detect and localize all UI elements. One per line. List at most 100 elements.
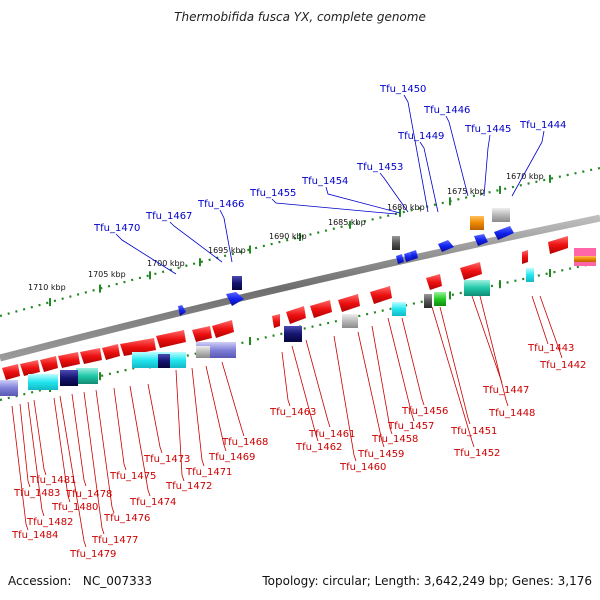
leader-line (115, 233, 177, 275)
reverse-gene-box[interactable] (76, 368, 98, 384)
reverse-gene-arrow[interactable] (338, 294, 360, 312)
leader-line (439, 306, 471, 425)
reverse-gene-box[interactable] (284, 326, 302, 342)
gene-label[interactable]: Tfu_1463 (269, 407, 316, 418)
leader-line (147, 383, 163, 454)
gene-label[interactable]: Tfu_1459 (357, 449, 404, 460)
gene-label[interactable]: Tfu_1476 (103, 513, 150, 524)
gene-label[interactable]: Tfu_1478 (65, 489, 112, 500)
gene-label[interactable]: Tfu_1468 (221, 437, 268, 448)
forward-gene-arrow[interactable] (178, 305, 186, 316)
gene-label[interactable]: Tfu_1455 (249, 188, 296, 199)
gene-label[interactable]: Tfu_1474 (129, 497, 176, 508)
forward-gene-box[interactable] (392, 236, 400, 250)
reverse-gene-box[interactable] (424, 294, 432, 308)
gene-label[interactable]: Tfu_1461 (308, 429, 355, 440)
gene-label[interactable]: Tfu_1444 (519, 120, 566, 131)
gene-label[interactable]: Tfu_1479 (69, 549, 116, 560)
gene-label[interactable]: Tfu_1482 (26, 517, 73, 528)
reverse-gene-arrow[interactable] (522, 250, 528, 264)
reverse-gene-box[interactable] (526, 268, 534, 282)
reverse-gene-arrow[interactable] (460, 262, 482, 280)
reverse-gene-arrow[interactable] (2, 364, 20, 380)
reverse-gene-arrow[interactable] (58, 352, 80, 368)
gene-label[interactable]: Tfu_1469 (208, 452, 255, 463)
gene-label[interactable]: Tfu_1481 (29, 475, 76, 486)
forward-gene-box[interactable] (232, 276, 242, 290)
gene-label[interactable]: Tfu_1460 (339, 462, 386, 473)
gene-label[interactable]: Tfu_1450 (379, 84, 426, 95)
forward-gene-box[interactable] (492, 208, 510, 222)
reverse-gene-box[interactable] (158, 354, 170, 368)
gene-label[interactable]: Tfu_1484 (11, 530, 58, 541)
reverse-gene-box[interactable] (196, 346, 210, 358)
gene-label[interactable]: Tfu_1448 (488, 408, 535, 419)
leader-line (175, 369, 185, 482)
reverse-gene-arrow[interactable] (272, 314, 280, 328)
forward-gene-box[interactable] (470, 216, 484, 230)
leader-line (281, 351, 291, 407)
gene-label[interactable]: Tfu_1453 (356, 162, 403, 173)
reverse-gene-box[interactable] (434, 292, 446, 306)
forward-gene-arrow[interactable] (410, 250, 418, 260)
reverse-gene-arrow[interactable] (20, 360, 40, 376)
reverse-gene-box[interactable] (392, 302, 406, 316)
gene-label[interactable]: Tfu_1471 (185, 467, 232, 478)
gene-label[interactable]: Tfu_1480 (51, 502, 98, 513)
gene-label[interactable]: Tfu_1445 (464, 124, 511, 135)
gene-label[interactable]: Tfu_1467 (145, 211, 192, 222)
genome-backbone (0, 214, 600, 362)
gene-label[interactable]: Tfu_1472 (165, 481, 212, 492)
reverse-gene-arrow[interactable] (310, 300, 332, 318)
gene-label[interactable]: Tfu_1457 (387, 421, 434, 432)
gene-label[interactable]: Tfu_1454 (301, 176, 348, 187)
reverse-gene-box[interactable] (60, 370, 78, 386)
gene-label[interactable]: Tfu_1446 (423, 105, 470, 116)
gene-label[interactable]: Tfu_1451 (450, 426, 497, 437)
gene-label[interactable]: Tfu_1483 (13, 488, 60, 499)
gene-label[interactable]: Tfu_1473 (143, 454, 190, 465)
reverse-gene-arrow[interactable] (80, 348, 102, 364)
reverse-gene-arrow[interactable] (286, 306, 306, 324)
leader-line (53, 397, 71, 503)
gene-label[interactable]: Tfu_1452 (453, 448, 500, 459)
gene-label[interactable]: Tfu_1475 (109, 471, 156, 482)
leader-line (59, 395, 87, 548)
reverse-gene-arrow[interactable] (548, 236, 568, 254)
reverse-gene-arrow[interactable] (370, 286, 392, 304)
reverse-gene-arrow[interactable] (426, 274, 442, 290)
kbp-label: 1705 kbp (88, 270, 126, 279)
gene-label[interactable]: Tfu_1470 (93, 223, 140, 234)
gene-label[interactable]: Tfu_1456 (401, 406, 448, 417)
kbp-label: 1675 kbp (447, 187, 485, 196)
forward-gene-arrow[interactable] (474, 234, 488, 246)
gene-label[interactable]: Tfu_1449 (397, 131, 444, 142)
forward-gene-arrow[interactable] (226, 292, 244, 306)
gene-label[interactable]: Tfu_1477 (91, 535, 138, 546)
gene-label[interactable]: Tfu_1466 (197, 199, 244, 210)
reverse-gene-arrow[interactable] (102, 344, 120, 360)
forward-gene-arrow[interactable] (494, 226, 514, 240)
reverse-gene-box[interactable] (0, 380, 18, 396)
reverse-gene-box[interactable] (574, 256, 596, 262)
gene-label[interactable]: Tfu_1443 (527, 343, 574, 354)
reverse-gene-box[interactable] (28, 374, 58, 390)
gene-label[interactable]: Tfu_1442 (539, 360, 586, 371)
reverse-gene-box[interactable] (464, 280, 490, 296)
reverse-gene-box[interactable] (342, 314, 358, 328)
gene-label[interactable]: Tfu_1462 (295, 442, 342, 453)
reverse-gene-arrow[interactable] (156, 330, 186, 348)
gene-label[interactable]: Tfu_1458 (371, 434, 418, 445)
forward-gene-labels: Tfu_1444 Tfu_1445 Tfu_1446 Tfu_1449 Tfu_… (93, 84, 566, 234)
reverse-gene-arrow[interactable] (120, 338, 156, 356)
reverse-gene-arrow[interactable] (192, 326, 212, 342)
forward-gene-arrow[interactable] (396, 254, 404, 264)
gene-label[interactable]: Tfu_1447 (482, 385, 529, 396)
forward-gene-arrow[interactable] (438, 240, 454, 252)
reverse-gene-arrow[interactable] (40, 356, 58, 372)
forward-gene-arrow[interactable] (404, 252, 412, 262)
leader-line (401, 317, 425, 406)
reverse-gene-arrow[interactable] (212, 320, 234, 338)
